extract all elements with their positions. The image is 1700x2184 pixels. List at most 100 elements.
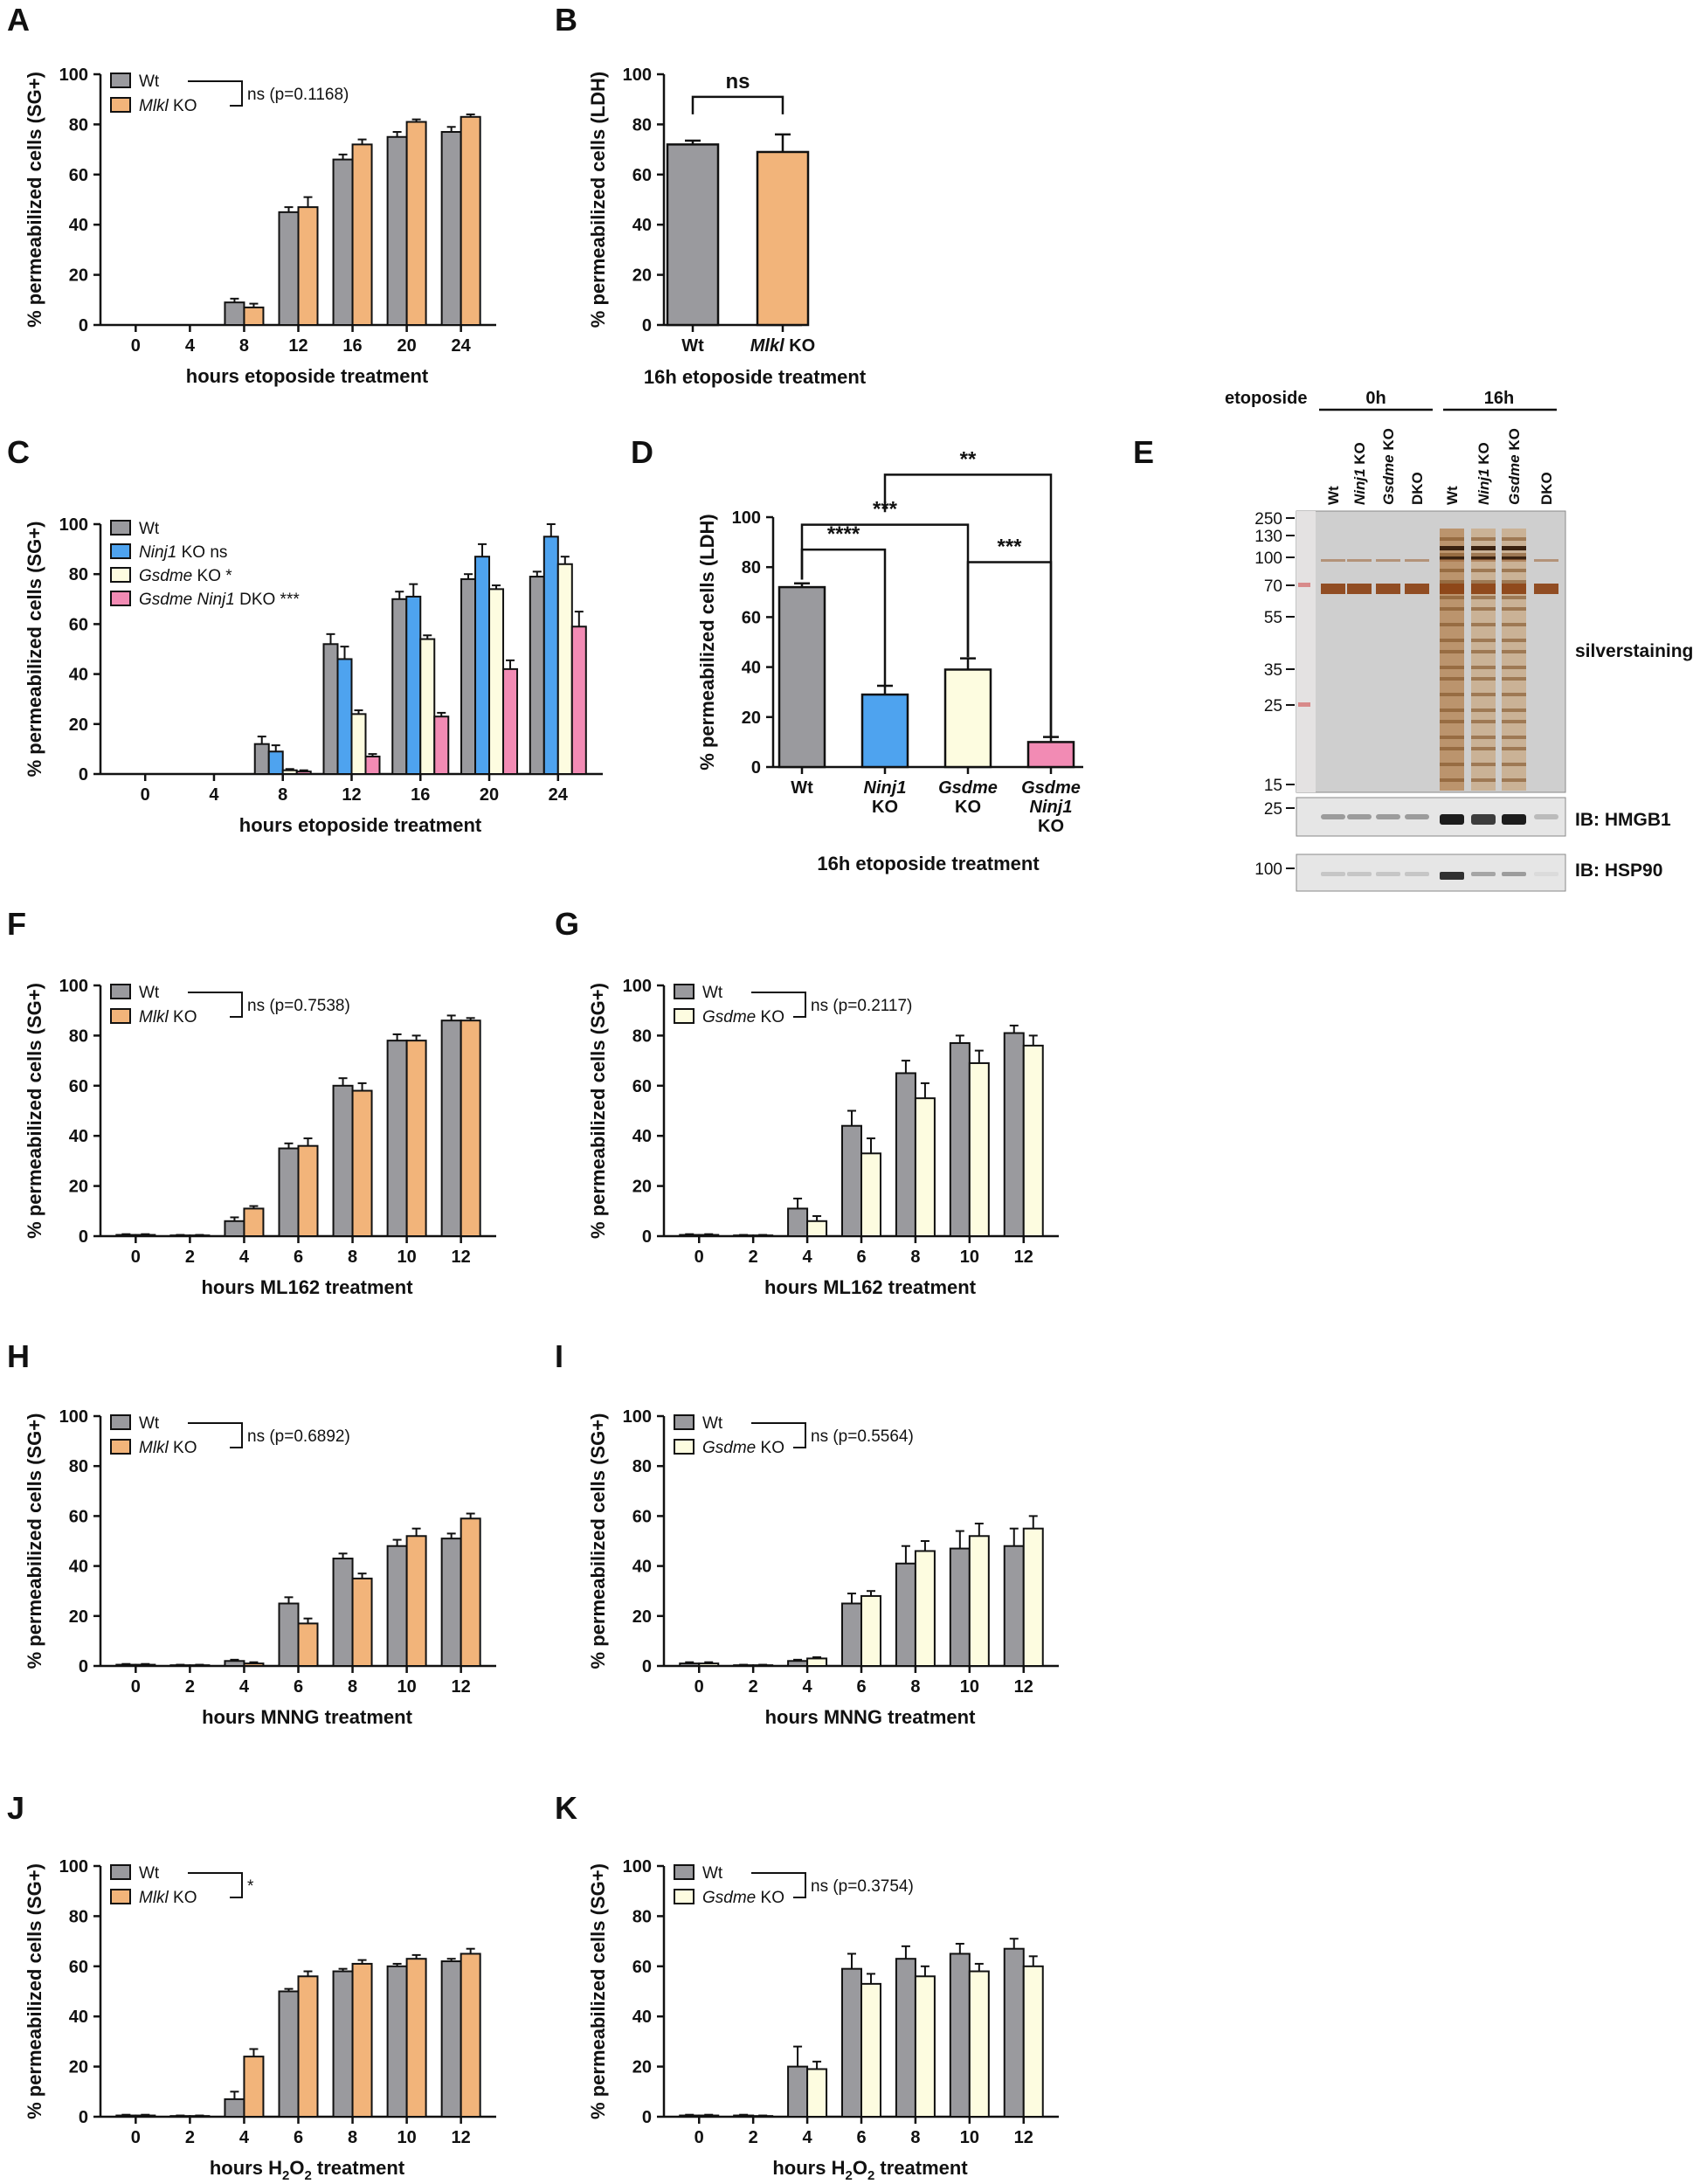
bar	[895, 1958, 916, 2118]
x-axis-label: hours ML162 treatment	[764, 1276, 977, 1298]
x-tick-label: 4	[803, 1248, 813, 1267]
text-run: permeabilized	[24, 1518, 45, 1652]
bar	[135, 1663, 156, 1667]
y-tick-label: 20	[632, 266, 652, 286]
y-tick-label: 0	[79, 316, 88, 335]
text-run: %	[24, 1221, 45, 1239]
hmgb1-band	[1440, 814, 1464, 825]
text-run: cells	[587, 1040, 609, 1088]
bar	[895, 1562, 916, 1667]
gel-band	[1502, 763, 1526, 766]
y-axis-label: % permeabilized cells (SG+)	[587, 983, 609, 1239]
gel-band	[1440, 720, 1464, 723]
x-tick-label: 20	[480, 785, 499, 805]
text-run: 2	[185, 1677, 195, 1697]
panel-letter: A	[7, 2, 30, 38]
y-tick-label: 80	[632, 1026, 652, 1046]
panel-letter: F	[7, 906, 26, 942]
panel-letter: D	[631, 434, 653, 470]
text-run: 20	[632, 1178, 652, 1197]
gel-band	[1502, 693, 1526, 696]
text-run: (SG+)	[587, 1863, 609, 1920]
x-tick-label: 4	[185, 336, 196, 356]
legend-label: Wt	[702, 984, 723, 1002]
text-run: Wt	[1444, 486, 1461, 505]
text-run: 0	[141, 785, 150, 805]
text-run: Wt	[1325, 486, 1342, 505]
hsp90-band	[1534, 872, 1558, 876]
legend-label: Mlkl KO	[139, 1889, 197, 1907]
y-axis-label: % permeabilized cells (SG+)	[587, 1863, 609, 2119]
legend-label: Gsdme Ninj1 DKO ***	[139, 591, 300, 609]
text-run: cells	[587, 129, 609, 177]
text-run: 24	[452, 336, 472, 356]
gel-band	[1502, 556, 1526, 560]
bar	[405, 121, 427, 326]
gel-band	[1502, 546, 1526, 550]
major-band	[1376, 584, 1400, 594]
legend-swatch	[110, 73, 131, 88]
legend-swatch	[110, 591, 131, 606]
y-tick-label: 60	[69, 1077, 88, 1096]
gel-band	[1502, 708, 1526, 712]
text-run: KO	[169, 97, 197, 115]
bar	[968, 1535, 990, 1668]
text-run: ns	[811, 1427, 828, 1446]
text-run: 0	[131, 1248, 141, 1267]
bar	[351, 1577, 373, 1668]
text-run: 6	[294, 2128, 303, 2147]
y-tick-label: 20	[742, 708, 761, 728]
text-run: 0	[131, 1677, 141, 1697]
x-axis-label: hours MNNG treatment	[765, 1706, 976, 1728]
marker-label: 35	[1264, 661, 1282, 680]
bar	[529, 576, 545, 775]
text-run: ns	[811, 1877, 828, 1896]
text-run: 4	[239, 2128, 250, 2147]
y-tick-label: 100	[59, 66, 88, 85]
text-run: 80	[69, 115, 88, 135]
text-run: etoposide	[677, 366, 773, 388]
x-tick-label: 0	[695, 1248, 704, 1267]
text-run: Ninj1	[1475, 468, 1492, 505]
y-tick-label: 100	[623, 66, 652, 85]
y-axis-label: % permeabilized cells (SG+)	[587, 1413, 609, 1669]
legend-label: Wt	[139, 984, 160, 1002]
text-run: I	[555, 1338, 563, 1374]
text-run: (p=0.6892)	[265, 1427, 350, 1446]
bar	[278, 1602, 300, 1667]
y-tick-label: 100	[59, 977, 88, 996]
text-run: 40	[632, 216, 652, 235]
bar	[419, 638, 436, 775]
x-tick-label: 10	[960, 2128, 979, 2147]
legend-label: Gsdme KO	[702, 1439, 784, 1457]
y-tick-label: 80	[69, 1026, 88, 1046]
legend-swatch	[674, 984, 695, 999]
text-run: permeabilized	[587, 1089, 609, 1222]
text-run: 4	[803, 1677, 813, 1697]
gel-band	[1502, 569, 1526, 572]
x-tick-label: 8	[239, 336, 249, 356]
text-run: 60	[632, 166, 652, 185]
text-run: cells	[587, 1920, 609, 1968]
y-tick-label: 20	[632, 2058, 652, 2077]
gel-band	[1502, 747, 1526, 750]
bar	[350, 713, 367, 775]
y-tick-label: 60	[632, 1507, 652, 1526]
x-tick-label: 10	[397, 1248, 416, 1267]
x-tick-label: 12	[342, 785, 361, 805]
y-tick-label: 60	[69, 615, 88, 634]
bar	[914, 1975, 936, 2118]
bar	[332, 158, 354, 326]
y-tick-label: 60	[632, 1077, 652, 1096]
text-run: 0	[695, 1248, 704, 1267]
legend-label: Mlkl KO	[139, 1008, 197, 1026]
y-tick-label: 20	[632, 1178, 652, 1197]
y-axis-label: % permeabilized cells (SG+)	[24, 983, 45, 1239]
text-run: 6	[856, 1248, 866, 1267]
legend-bracket-text: ns (p=0.6892)	[247, 1427, 350, 1446]
bar	[386, 135, 408, 326]
text-run: %	[587, 311, 609, 328]
text-run: 0h	[1365, 389, 1386, 408]
text-run: silverstaining	[1575, 641, 1693, 661]
text-run: etoposide	[1225, 389, 1307, 408]
